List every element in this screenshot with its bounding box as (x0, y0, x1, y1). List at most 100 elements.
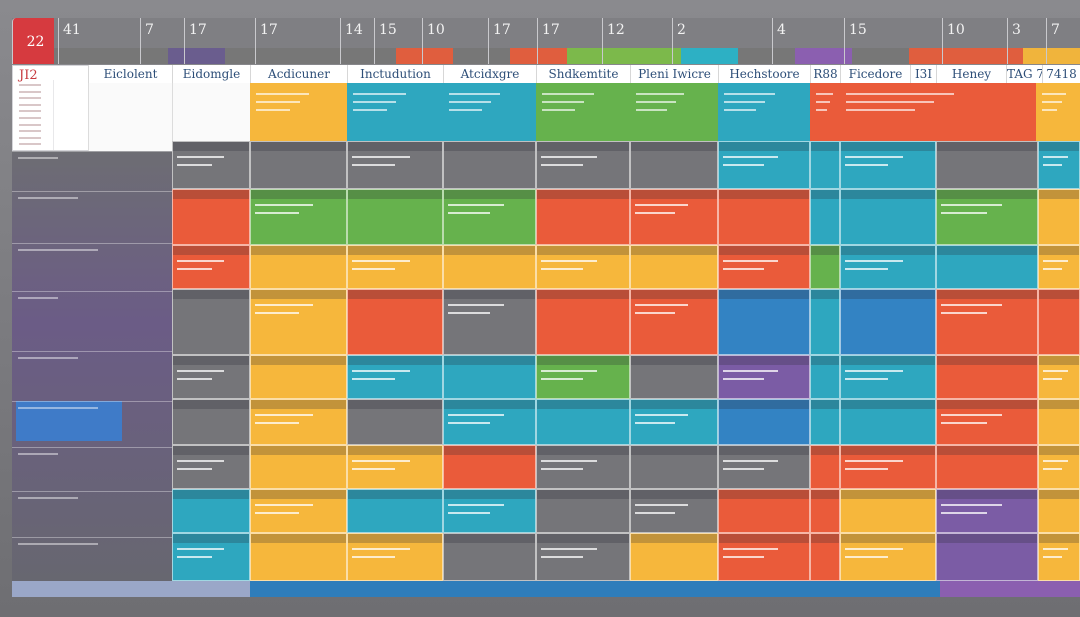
calendar-cell[interactable] (443, 533, 536, 581)
column-header[interactable]: Hechstoore (718, 65, 810, 83)
calendar-cell[interactable] (936, 289, 1038, 355)
calendar-cell[interactable] (536, 141, 630, 189)
bottom-bar-segment[interactable] (940, 581, 1080, 597)
column-header[interactable]: Inctudution (347, 65, 443, 83)
ruler-day[interactable]: 2 (672, 18, 712, 64)
calendar-cell[interactable] (347, 289, 443, 355)
calendar-cell[interactable] (172, 445, 250, 489)
calendar-cell[interactable] (718, 489, 810, 533)
column-header[interactable]: I3I (910, 65, 936, 83)
calendar-cell[interactable] (172, 489, 250, 533)
calendar-cell[interactable] (347, 445, 443, 489)
calendar-cell[interactable] (840, 289, 936, 355)
calendar-cell[interactable] (172, 399, 250, 445)
column-summary-block[interactable] (810, 83, 840, 141)
column-header[interactable]: R88 (810, 65, 840, 83)
calendar-cell[interactable] (250, 445, 347, 489)
column-header[interactable]: Acdicuner (250, 65, 347, 83)
column-header[interactable]: Pleni Iwicre (630, 65, 718, 83)
calendar-cell[interactable] (718, 245, 810, 289)
calendar-cell[interactable] (250, 533, 347, 581)
ruler-day[interactable]: 12 (602, 18, 642, 64)
calendar-cell[interactable] (536, 533, 630, 581)
calendar-cell[interactable] (1038, 245, 1080, 289)
calendar-cell[interactable] (810, 399, 840, 445)
calendar-cell[interactable] (443, 399, 536, 445)
calendar-cell[interactable] (936, 533, 1038, 581)
calendar-cell[interactable] (250, 245, 347, 289)
ruler-day[interactable]: 17 (537, 18, 577, 64)
column-summary-block[interactable] (347, 83, 443, 141)
calendar-cell[interactable] (1038, 399, 1080, 445)
calendar-cell[interactable] (630, 245, 718, 289)
calendar-cell[interactable] (347, 489, 443, 533)
calendar-cell[interactable] (810, 533, 840, 581)
calendar-cell[interactable] (172, 141, 250, 189)
calendar-cell[interactable] (1038, 355, 1080, 399)
calendar-cell[interactable] (718, 141, 810, 189)
calendar-cell[interactable] (347, 355, 443, 399)
today-date[interactable]: 22 (12, 18, 54, 64)
calendar-cell[interactable] (443, 445, 536, 489)
ruler-day[interactable]: 4 (772, 18, 812, 64)
ruler-day[interactable]: 7 (140, 18, 180, 64)
calendar-cell[interactable] (443, 289, 536, 355)
calendar-cell[interactable] (347, 399, 443, 445)
calendar-cell[interactable] (630, 355, 718, 399)
column-summary-block[interactable] (1036, 83, 1080, 141)
calendar-cell[interactable] (347, 245, 443, 289)
calendar-cell[interactable] (630, 445, 718, 489)
calendar-cell[interactable] (536, 445, 630, 489)
column-header[interactable]: Eiclolent (88, 65, 172, 83)
calendar-cell[interactable] (936, 245, 1038, 289)
calendar-cell[interactable] (840, 489, 936, 533)
calendar-cell[interactable] (1038, 141, 1080, 189)
calendar-cell[interactable] (810, 189, 840, 245)
column-header[interactable]: TAG 7 (1006, 65, 1042, 83)
column-header[interactable]: Eidomgle (172, 65, 250, 83)
ruler-day[interactable]: 14 (340, 18, 380, 64)
column-header[interactable]: Shdkemtite (536, 65, 630, 83)
bottom-scroll-bar[interactable] (12, 581, 1080, 597)
calendar-cell[interactable] (840, 245, 936, 289)
calendar-cell[interactable] (1038, 445, 1080, 489)
calendar-cell[interactable] (936, 445, 1038, 489)
calendar-cell[interactable] (347, 141, 443, 189)
calendar-cell[interactable] (250, 399, 347, 445)
bottom-bar-segment[interactable] (250, 581, 750, 597)
calendar-cell[interactable] (172, 533, 250, 581)
calendar-cell[interactable] (718, 445, 810, 489)
column-header[interactable]: Ficedore (840, 65, 910, 83)
calendar-cell[interactable] (250, 489, 347, 533)
calendar-cell[interactable] (347, 189, 443, 245)
column-summary-block[interactable] (718, 83, 810, 141)
calendar-cell[interactable] (840, 355, 936, 399)
calendar-cell[interactable] (536, 189, 630, 245)
column-summary-block[interactable] (536, 83, 630, 141)
ruler-day[interactable]: 41 (58, 18, 98, 64)
column-header[interactable]: 7418 (1042, 65, 1080, 83)
calendar-cell[interactable] (250, 189, 347, 245)
calendar-cell[interactable] (810, 489, 840, 533)
calendar-cell[interactable] (172, 355, 250, 399)
column-summary-block[interactable] (250, 83, 347, 141)
calendar-cell[interactable] (840, 533, 936, 581)
calendar-cell[interactable] (936, 489, 1038, 533)
calendar-cell[interactable] (172, 245, 250, 289)
calendar-cell[interactable] (347, 533, 443, 581)
calendar-cell[interactable] (810, 245, 840, 289)
calendar-cell[interactable] (810, 355, 840, 399)
column-header[interactable]: Atcidxgre (443, 65, 536, 83)
ruler-day[interactable]: 3 (1007, 18, 1047, 64)
column-summary-block[interactable] (443, 83, 536, 141)
calendar-cell[interactable] (630, 399, 718, 445)
calendar-cell[interactable] (250, 289, 347, 355)
bottom-bar-segment[interactable] (12, 581, 250, 597)
calendar-cell[interactable] (536, 489, 630, 533)
calendar-cell[interactable] (536, 355, 630, 399)
selected-time-block[interactable] (16, 401, 122, 441)
calendar-cell[interactable] (172, 189, 250, 245)
calendar-cell[interactable] (718, 533, 810, 581)
calendar-cell[interactable] (630, 189, 718, 245)
ruler-day[interactable]: 15 (374, 18, 414, 64)
